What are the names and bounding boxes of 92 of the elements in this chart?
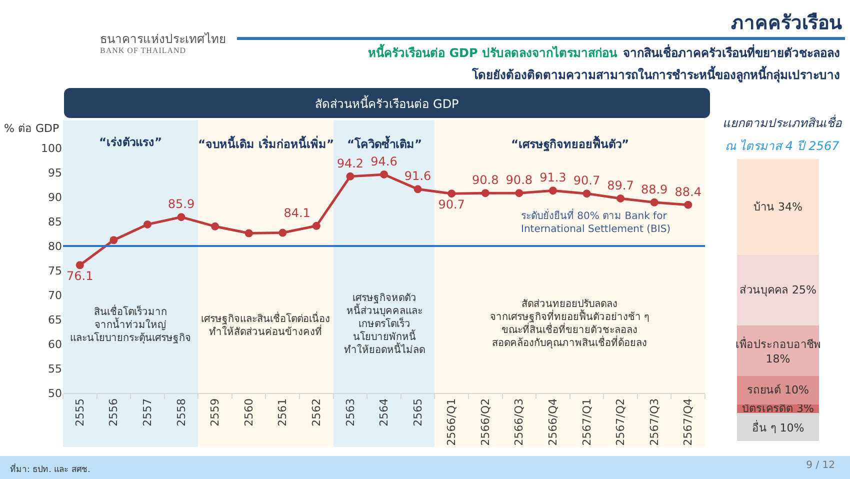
x-tick-label: 2567/Q2 xyxy=(614,398,628,446)
x-tick-label: 2558 xyxy=(174,398,188,426)
y-tick-label: 85 xyxy=(48,215,62,228)
bar xyxy=(737,325,819,376)
point xyxy=(211,222,220,230)
y-axis-title: % ต่อ GDP xyxy=(4,122,60,135)
text: 9 / 12 xyxy=(806,460,835,471)
x-tick-label: 2566/Q1 xyxy=(445,398,458,446)
text: ที่มา: ธปท. และ สศช. xyxy=(10,462,90,476)
y-tick-label: 80 xyxy=(48,240,62,253)
ref-line-label: ระดับยั่งยืนที่ 80% ตาม Bank for International Settlement (BIS) xyxy=(521,208,671,235)
x-tick-label: 2555 xyxy=(73,398,86,426)
y-tick-label: 90 xyxy=(48,190,62,204)
x-tick-label: 2567/Q3 xyxy=(648,398,661,446)
point xyxy=(515,189,524,198)
chart-title: สัดส่วนหนี้ครัวเรือนต่อ GDP xyxy=(315,97,459,111)
data-label: 76.1 xyxy=(66,269,94,284)
data-label: 90.7 xyxy=(573,174,600,188)
x-tick-label: 2565 xyxy=(411,398,424,426)
y-tick-label: 75 xyxy=(48,264,62,278)
data-label: 85.9 xyxy=(168,197,195,212)
band-label: “จบหนี้เดิม เริ่มก่อหนี้เพิ่ม” xyxy=(198,135,334,151)
data-label: เพื่อประกอบอาชีพ 18% xyxy=(736,336,820,366)
x-tick-label: 2567/Q4 xyxy=(682,398,695,446)
point xyxy=(650,198,658,206)
bar xyxy=(737,376,819,404)
data-label: 91.3 xyxy=(540,170,566,185)
x-tick-label: 2566/Q2 xyxy=(478,398,492,446)
text: หนี้ครัวเรือนต่อ GDP ปรับลดลงจากไตรมาสก่อน xyxy=(368,46,617,60)
chart-subtitle: ณ ไตรมาส 4 ปี 2567 xyxy=(724,139,840,153)
data-label: 89.7 xyxy=(607,178,634,192)
y-tick-label: 60 xyxy=(48,338,62,351)
text: จากสินเชื่อภาคครัวเรือนที่ขยายตัวชะลอลง xyxy=(623,46,840,60)
x-tick-label: 2557 xyxy=(141,398,154,426)
bar xyxy=(737,412,819,441)
data-label: 88.4 xyxy=(674,184,702,199)
point xyxy=(481,189,490,198)
text: โดยยังต้องติดตามความสามารถในการชำระหนี้ของลูกหนี้กลุ่มเปราะบาง xyxy=(472,65,840,84)
point xyxy=(380,170,388,178)
data-label: 84.1 xyxy=(284,206,310,220)
data-label: 90.7 xyxy=(438,198,465,212)
point xyxy=(346,172,354,180)
band-label: “โควิดซ้ำเติม” xyxy=(347,135,422,151)
data-label: บ้าน 34% xyxy=(754,200,802,214)
point xyxy=(76,261,84,270)
data-label: 91.6 xyxy=(404,169,432,184)
annotation: เศรษฐกิจและสินเชื่อโตต่อเนื่อง ทำให้สัดส่วนค่อนข้างคงที่ xyxy=(201,311,330,338)
data-label: 94.2 xyxy=(336,156,364,170)
annotation: สัดส่วนทยอยปรับลดลง จากเศรษฐกิจที่ทยอยฟื้นตัวอย่างช้า ๆ ขณะที่สินเชื่อที่ขยายตัวชะลอลง สอดคล้องกับคุณภาพสินเชื่อที่ด้อยลง xyxy=(490,299,650,349)
y-tick-label: 70 xyxy=(48,288,62,302)
data-label: รถยนต์ 10% xyxy=(747,384,809,397)
point xyxy=(244,229,253,238)
data-label: 88.9 xyxy=(640,182,668,196)
text: ภาคครัวเรือน xyxy=(731,11,842,36)
point xyxy=(582,190,591,198)
y-tick-label: 50 xyxy=(48,386,62,400)
point xyxy=(414,185,422,194)
chart-title: แยกตามประเภทสินเชื่อ xyxy=(722,116,842,130)
point xyxy=(548,186,557,195)
point xyxy=(143,220,152,228)
x-tick-label: 2562 xyxy=(310,398,323,426)
data-label: 90.8 xyxy=(472,173,499,188)
y-tick-label: 100 xyxy=(41,142,62,155)
y-tick-label: 65 xyxy=(48,313,62,326)
x-tick-label: 2556 xyxy=(107,398,120,426)
point xyxy=(312,222,320,230)
annotation: เศรษฐกิจหดตัว หนี้ส่วนบุคคลและ เกษตรโตเร็ว นโยบายพักหนี้ ทำให้ยอดหนี้ไม่ลด xyxy=(344,293,425,356)
band-label: “เศรษฐกิจทยอยฟื้นตัว” xyxy=(511,135,630,152)
point xyxy=(278,228,287,237)
x-tick-label: 2560 xyxy=(242,398,256,426)
point xyxy=(616,194,625,202)
data-label: 90.8 xyxy=(506,173,533,188)
data-label: อื่น ๆ 10% xyxy=(752,419,804,434)
x-tick-label: 2566/Q3 xyxy=(512,398,526,446)
x-tick-label: 2561 xyxy=(276,398,290,426)
text: BANK OF THAILAND xyxy=(100,46,186,55)
annotation: สินเชื่อโตเร็วมาก จากน้ำท่วมใหญ่ และนโยบายกระตุ้นเศรษฐกิจ xyxy=(70,304,191,344)
x-tick-label: 2566/Q4 xyxy=(546,398,560,446)
data-label: ส่วนบุคคล 25% xyxy=(740,284,816,297)
y-tick-label: 55 xyxy=(48,362,62,376)
data-label: 94.6 xyxy=(370,154,398,168)
point xyxy=(177,213,186,222)
x-tick-label: 2559 xyxy=(208,398,222,426)
band-label: “เร่งตัวแรง” xyxy=(99,135,162,149)
point xyxy=(684,200,692,209)
x-tick-label: 2563 xyxy=(344,398,357,426)
x-tick-label: 2567/Q1 xyxy=(580,398,594,446)
point xyxy=(448,190,456,198)
text: ธนาคารแห่งประเทศไทย xyxy=(100,31,226,48)
point xyxy=(110,236,118,244)
x-tick-label: 2564 xyxy=(378,398,391,426)
y-tick-label: 95 xyxy=(48,166,62,180)
